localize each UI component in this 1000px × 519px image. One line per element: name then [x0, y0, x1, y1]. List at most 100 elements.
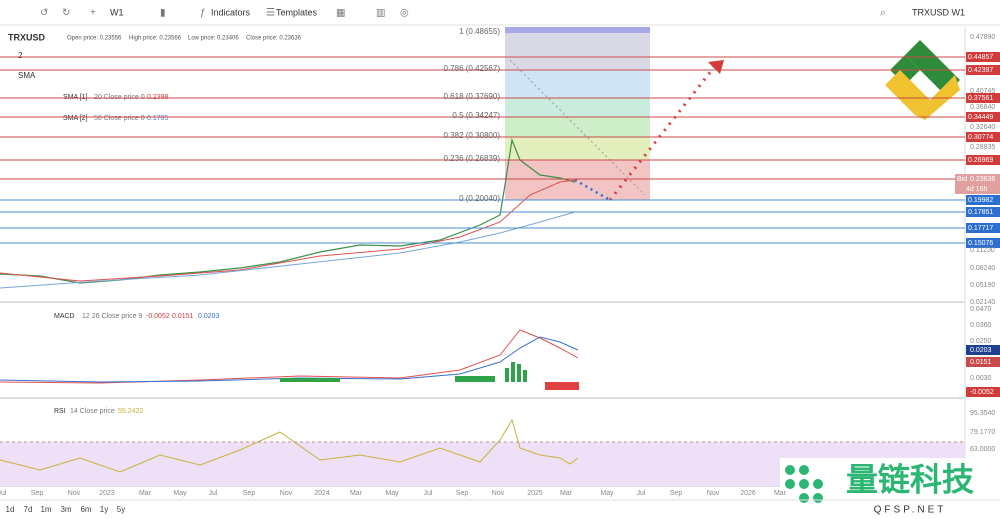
- price-tag-label: 0.30774: [968, 134, 993, 141]
- toolbar-icon[interactable]: ▮: [160, 8, 166, 19]
- indicator-row: [28, 90, 183, 104]
- indicator-group[interactable]: SMA: [18, 71, 36, 80]
- fib-band: [505, 27, 650, 33]
- bid-price: 0.23636: [970, 176, 995, 183]
- fib-label: 0.5 (0.34247): [452, 111, 500, 120]
- time-axis-label: Mar: [774, 490, 787, 497]
- time-axis-label: May: [600, 490, 614, 497]
- time-axis-label: Jul: [0, 490, 7, 497]
- macd-name[interactable]: MACD: [54, 313, 75, 320]
- indicator-row: [28, 111, 183, 125]
- toolbar-icon[interactable]: ▥: [376, 8, 385, 19]
- price-tag-label: 0.34449: [968, 114, 993, 121]
- price-axis-label: 0.02140: [970, 299, 995, 306]
- time-axis-label: Mar: [139, 490, 152, 497]
- toolbar-icon[interactable]: ⌕: [880, 8, 886, 19]
- macd-tag: [966, 357, 1000, 367]
- range-button[interactable]: 6m: [80, 505, 91, 514]
- macd-tag: [966, 345, 1000, 355]
- toolbar-icon[interactable]: ↺: [40, 8, 48, 19]
- indicator-params: 20 Close price 0: [94, 94, 145, 101]
- watermark-site: QFSP.NET: [874, 505, 947, 516]
- price-tag-label: 0.44857: [968, 54, 993, 61]
- indicators-button[interactable]: Indicators: [211, 7, 251, 17]
- toolbar-icon[interactable]: +: [90, 8, 96, 19]
- time-axis-label: Sep: [243, 490, 256, 497]
- macd-tag-label: 0.0203: [970, 347, 992, 354]
- indicator-count[interactable]: 2: [18, 51, 23, 60]
- price-axis-label: 0.05190: [970, 282, 995, 289]
- time-axis-label: Jul: [209, 490, 218, 497]
- macd-tag-label: 0.0151: [970, 359, 992, 366]
- range-button[interactable]: 1m: [40, 505, 51, 514]
- time-axis-label: Jul: [637, 490, 646, 497]
- bid-tag: [955, 174, 1000, 194]
- price-tag: [966, 112, 1000, 122]
- time-axis-label: May: [385, 490, 399, 497]
- rsi-name[interactable]: RSI: [54, 408, 66, 415]
- templates-button[interactable]: Templates: [276, 7, 318, 17]
- sma-line: [0, 211, 576, 289]
- price-axis-label: 0.32640: [970, 124, 995, 131]
- watermark-title: 量链科技: [846, 461, 974, 497]
- ohlc-label: High price: 0.23566: [129, 36, 182, 42]
- sma-line: [0, 179, 576, 282]
- price-tag-label: 0.15076: [968, 240, 993, 247]
- toolbar-icon[interactable]: ☰: [266, 8, 275, 19]
- macd-value: -0.0052: [146, 313, 170, 320]
- ohlc-label: Open price: 0.23556: [67, 36, 122, 42]
- range-button[interactable]: 1d: [6, 505, 15, 514]
- range-button[interactable]: 3m: [60, 505, 71, 514]
- bid-countdown: 4d 16h: [966, 186, 988, 193]
- fib-label: 0.618 (0.37690): [444, 92, 501, 101]
- macd-line: [0, 329, 579, 384]
- time-axis-label: Nov: [68, 490, 81, 497]
- fib-label: 0.786 (0.42567): [444, 64, 501, 73]
- time-axis-label: 2024: [314, 490, 330, 497]
- price-tag: [966, 132, 1000, 142]
- toolbar-icon[interactable]: ↻: [62, 8, 70, 19]
- macd-params: 12 26 Close price 9: [82, 313, 142, 320]
- time-axis-label: May: [173, 490, 187, 497]
- price-tag: [966, 65, 1000, 75]
- histogram: [545, 382, 579, 390]
- range-button[interactable]: 7d: [24, 505, 33, 514]
- trend-line: [509, 59, 646, 196]
- toolbar-icon[interactable]: ƒ: [200, 8, 206, 19]
- symbol-button[interactable]: TRXUSD W1: [912, 7, 965, 17]
- fib-label: 1 (0.48655): [459, 27, 500, 36]
- toolbar: [0, 0, 1000, 25]
- ohlc-label: Close price: 0.23636: [246, 36, 302, 42]
- price-tag-label: 0.37561: [968, 95, 993, 102]
- price-tag: [966, 223, 1000, 233]
- macd-tag-label: -0.0052: [970, 389, 994, 396]
- interval-button[interactable]: W1: [110, 7, 124, 17]
- macd-value: 0.0203: [198, 313, 220, 320]
- histogram: [280, 362, 527, 382]
- rsi-value: 55.2422: [118, 408, 143, 415]
- price-tag: [966, 238, 1000, 248]
- macd-axis-label: 0.0030: [970, 375, 992, 382]
- projection-line: [574, 178, 611, 202]
- indicator-name[interactable]: SMA [2]: [63, 115, 88, 122]
- macd-axis-label: 0.0360: [970, 322, 992, 329]
- fib-label: 0.236 (0.26839): [444, 154, 501, 163]
- toolbar-icon[interactable]: ▦: [336, 8, 345, 19]
- price-axis-label: 0.47890: [970, 34, 995, 41]
- rsi-axis-label: 63.0000: [970, 446, 995, 453]
- time-axis-label: Jul: [424, 490, 433, 497]
- range-button[interactable]: 5y: [117, 505, 125, 514]
- rsi-axis-label: 79.1770: [970, 429, 995, 436]
- range-button[interactable]: 1y: [100, 505, 108, 514]
- toolbar-icon[interactable]: ◎: [400, 8, 409, 19]
- price-axis-label: 0.40745: [970, 88, 995, 95]
- indicator-name[interactable]: SMA [1]: [63, 94, 88, 101]
- macd-value: 0.0151: [172, 313, 194, 320]
- price-tag-label: 0.19982: [968, 197, 993, 204]
- logo: [885, 40, 960, 120]
- price-axis-label: 0.11230: [970, 247, 995, 254]
- rsi-params: 14 Close price: [70, 408, 115, 415]
- time-axis-label: 2026: [740, 490, 756, 497]
- price-tag-label: 0.26969: [968, 157, 993, 164]
